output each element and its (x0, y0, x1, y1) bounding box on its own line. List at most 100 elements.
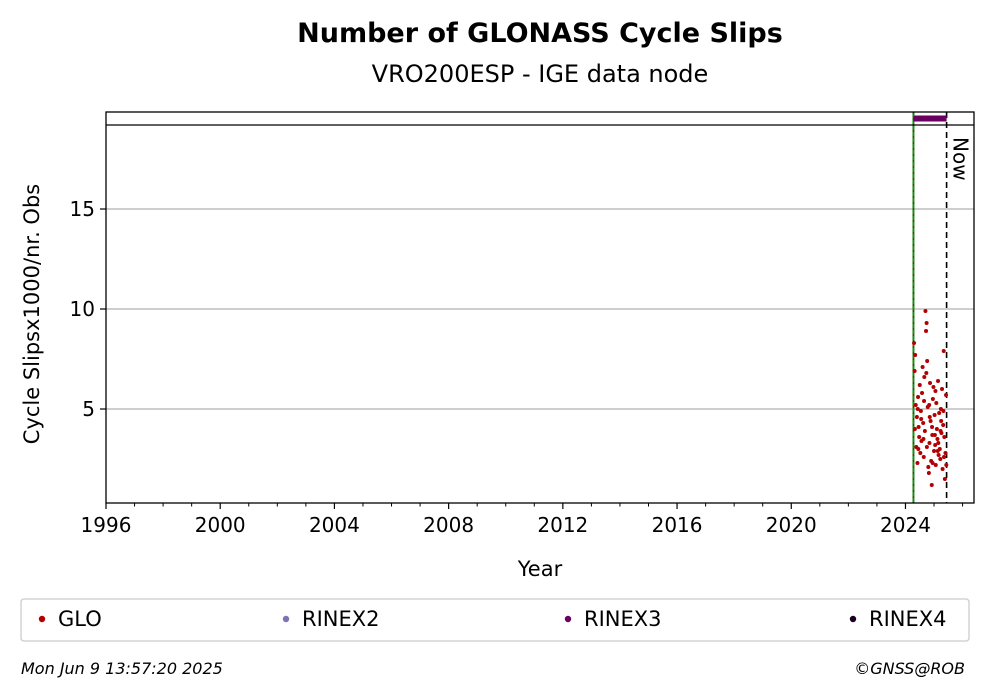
data-point-glo (929, 483, 934, 487)
data-point-glo (924, 371, 929, 375)
data-point-glo (913, 403, 918, 407)
x-axis-label: Year (517, 557, 563, 581)
data-point-glo (922, 399, 927, 403)
data-point-glo (914, 415, 919, 419)
data-point-glo (944, 393, 949, 397)
data-point-glo (916, 425, 921, 429)
data-point-glo (941, 423, 946, 427)
data-point-glo (936, 379, 941, 383)
data-point-glo (941, 409, 946, 413)
legend-marker-rinex3 (564, 615, 572, 623)
legend-marker-rinex4 (849, 615, 857, 623)
data-point-glo (930, 425, 935, 429)
data-point-glo (920, 391, 925, 395)
data-point-glo (916, 395, 921, 399)
x-tick-label: 2004 (309, 513, 360, 537)
data-points (912, 309, 949, 487)
data-point-glo (919, 417, 924, 421)
data-point-glo (925, 359, 930, 363)
data-point-glo (933, 443, 938, 447)
chart-title: Number of GLONASS Cycle Slips (297, 18, 783, 49)
data-point-glo (935, 449, 940, 453)
data-point-glo (941, 349, 946, 353)
data-point-glo (926, 465, 931, 469)
legend-marker-rinex2 (282, 615, 290, 623)
legend-marker-glo (38, 615, 46, 623)
x-tick-label: 2008 (423, 513, 474, 537)
data-point-glo (921, 421, 926, 425)
data-point-glo (928, 419, 933, 423)
data-point-glo (912, 427, 917, 431)
data-point-glo (921, 437, 926, 441)
data-point-glo (915, 407, 920, 411)
y-tick-label: 15 (70, 197, 95, 221)
x-tick-label: 2012 (537, 513, 588, 537)
x-tick-label: 2000 (195, 513, 246, 537)
data-point-glo (917, 435, 922, 439)
data-point-glo (924, 445, 929, 449)
data-point-glo (942, 477, 947, 481)
legend-label-glo: GLO (58, 607, 102, 631)
x-tick-label: 2024 (880, 513, 931, 537)
y-tick-label: 5 (82, 397, 95, 421)
x-tick-label: 2016 (652, 513, 703, 537)
data-point-glo (927, 403, 932, 407)
data-point-glo (938, 429, 943, 433)
data-point-glo (918, 409, 923, 413)
data-point-glo (930, 397, 935, 401)
data-point-glo (928, 381, 933, 385)
y-axis-label: Cycle Slipsx1000/nr. Obs (20, 184, 44, 444)
data-point-glo (940, 387, 945, 391)
grid-lines (106, 208, 974, 410)
x-axis-ticks: 1996 2000 2004 2008 2012 2016 2020 2024 (81, 503, 964, 537)
data-point-glo (915, 461, 920, 465)
data-point-glo (924, 329, 929, 333)
legend: GLO RINEX2 RINEX3 RINEX4 (38, 607, 947, 631)
data-point-glo (916, 447, 921, 451)
data-point-glo (926, 471, 931, 475)
data-point-glo (936, 453, 941, 457)
data-point-glo (934, 401, 939, 405)
data-point-glo (924, 321, 929, 325)
data-point-glo (913, 353, 918, 357)
data-point-glo (931, 385, 936, 389)
data-point-glo (912, 369, 917, 373)
markers (912, 112, 948, 503)
data-point-glo (932, 433, 937, 437)
data-point-glo (940, 467, 945, 471)
footer-timestamp: Mon Jun 9 13:57:20 2025 (21, 659, 223, 678)
data-point-glo (933, 463, 938, 467)
legend-label-rinex3: RINEX3 (584, 607, 662, 631)
data-point-glo (927, 415, 932, 419)
data-point-glo (936, 441, 941, 445)
x-tick-label: 2020 (766, 513, 817, 537)
data-point-glo (938, 457, 943, 461)
data-point-glo (944, 463, 949, 467)
y-axis-ticks: 5 10 15 (70, 197, 106, 421)
data-point-glo (935, 437, 940, 441)
data-point-glo (917, 383, 922, 387)
y-tick-label: 10 (70, 297, 95, 321)
data-point-glo (942, 435, 947, 439)
data-point-glo (920, 365, 925, 369)
data-point-glo (932, 413, 937, 417)
data-point-glo (922, 429, 927, 433)
data-point-glo (942, 455, 947, 459)
data-point-glo (937, 411, 942, 415)
data-point-glo (921, 455, 926, 459)
data-point-glo (930, 461, 935, 465)
data-point-glo (918, 451, 923, 455)
data-point-glo (933, 389, 938, 393)
data-point-glo (943, 451, 948, 455)
data-point-glo (939, 419, 944, 423)
footer-copyright: ©GNSS@ROB (854, 659, 965, 678)
legend-box (20, 598, 970, 642)
data-point-glo (922, 375, 927, 379)
data-point-glo (932, 449, 937, 453)
x-tick-label: 1996 (81, 513, 132, 537)
chart-subtitle: VRO200ESP - IGE data node (372, 60, 709, 88)
data-point-glo (934, 427, 939, 431)
legend-label-rinex2: RINEX2 (302, 607, 380, 631)
legend-label-rinex4: RINEX4 (869, 607, 947, 631)
